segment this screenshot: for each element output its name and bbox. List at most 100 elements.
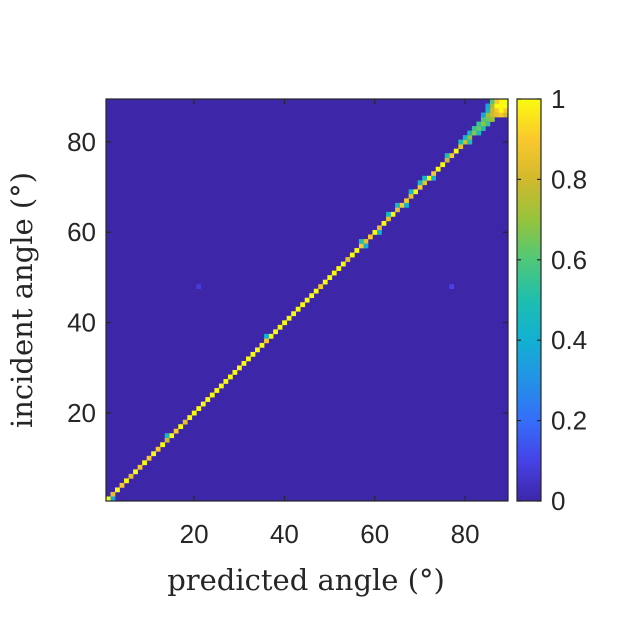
heatmap-cell (255, 347, 260, 353)
heatmap-cell (377, 225, 382, 231)
heatmap-cell (286, 315, 292, 321)
heatmap-cell (142, 460, 147, 466)
heatmap-cell (155, 446, 161, 452)
heatmap-cell (160, 442, 166, 448)
heatmap-cell (363, 243, 369, 249)
heatmap-cell (336, 266, 342, 271)
heatmap-cell (187, 415, 193, 420)
heatmap-cell (246, 356, 251, 362)
heatmap-cell (467, 135, 473, 140)
heatmap-cell (304, 297, 310, 303)
heatmap-cell (489, 103, 495, 109)
plot-frame (105, 98, 509, 502)
heatmap-cell (372, 229, 378, 235)
heatmap-cell (137, 464, 143, 470)
heatmap-cell (458, 144, 464, 149)
heatmap-cell (282, 320, 287, 326)
heatmap-cell (264, 338, 269, 344)
heatmap-cell (236, 365, 242, 371)
heatmap-cell (106, 496, 111, 502)
heatmap-cell (480, 126, 486, 131)
heatmap-cell (404, 202, 409, 208)
heatmap-cell (404, 198, 409, 204)
heatmap-cell (209, 392, 215, 398)
heatmap-cell (471, 130, 477, 136)
y-tick-label: 60 (67, 217, 96, 247)
heatmap-cell (503, 112, 509, 118)
heatmap-cell (151, 451, 156, 457)
heatmap-cell (467, 130, 473, 136)
heatmap-cell (128, 473, 134, 479)
heatmap-cell (259, 342, 265, 348)
heatmap-cell (386, 211, 391, 217)
heatmap-cell (381, 220, 387, 226)
heatmap-cell (322, 279, 328, 285)
heatmap-cell (196, 284, 202, 290)
heatmap-cell (223, 379, 229, 384)
colorbar-tick-label: 0.8 (551, 164, 587, 194)
heatmap-cell (489, 112, 495, 118)
heatmap-cell (426, 175, 432, 181)
heatmap-cell (489, 99, 495, 104)
heatmap-cell (489, 117, 495, 122)
heatmap-cell (431, 171, 437, 177)
heatmap-cell (110, 496, 116, 502)
colorbar-tick-label: 0.4 (551, 325, 587, 355)
heatmap-cell (309, 293, 315, 299)
heatmap-cell (458, 139, 464, 145)
heatmap-cell (422, 175, 427, 181)
heatmap-cell (232, 370, 238, 375)
heatmap-cell (354, 248, 360, 253)
heatmap-cell (494, 99, 500, 104)
heatmap-cell (277, 324, 283, 330)
heatmap-cell (498, 112, 504, 118)
heatmap-cell (417, 184, 423, 190)
heatmap-cell (395, 207, 400, 213)
heatmap-cell (300, 302, 306, 308)
heatmap-cell (241, 360, 247, 366)
heatmap-cell (164, 437, 170, 443)
heatmap-cell (182, 419, 188, 425)
heatmap-cell (146, 455, 152, 461)
heatmap-cell (133, 469, 138, 475)
heatmap-cell (503, 108, 509, 113)
heatmap-cell (462, 135, 468, 140)
heatmap-cell (214, 388, 220, 393)
heatmap-cell (449, 284, 455, 290)
heatmap-cell (485, 117, 491, 122)
heatmap-cell (164, 433, 170, 439)
heatmap-cell (358, 243, 364, 249)
heatmap-cell (431, 175, 437, 181)
heatmap-cell (476, 126, 482, 131)
y-axis-label: incident angle (°) (5, 172, 39, 428)
x-tick-label: 20 (180, 519, 209, 549)
colorbar-tick-label: 0 (551, 486, 565, 516)
colorbar-tick-label: 0.6 (551, 245, 587, 275)
heatmap-cell (169, 433, 175, 439)
heatmap-cell (503, 103, 509, 109)
heatmap-cell (494, 103, 500, 109)
heatmap-cell (386, 216, 391, 222)
heatmap-cell (191, 410, 197, 416)
heatmap-cell (422, 180, 427, 186)
y-tick-label: 80 (67, 127, 96, 157)
heatmap-cell (345, 257, 351, 262)
heatmap-cell (273, 329, 278, 335)
heatmap-cell (313, 288, 319, 294)
heatmap-cell (494, 112, 500, 118)
heatmap-cell (453, 148, 459, 154)
colorbar-tick-label: 1 (551, 84, 565, 114)
heatmap-cell (462, 139, 468, 145)
heatmap-cell (124, 478, 129, 484)
heatmap-cell (264, 333, 269, 339)
colorbar-gradient (516, 98, 542, 502)
heatmap-cell (449, 153, 455, 159)
heatmap-cell (395, 202, 400, 208)
heatmap-cell (480, 117, 486, 122)
heatmap-cell (178, 424, 184, 430)
x-tick-label: 60 (360, 519, 389, 549)
heatmap-cell (498, 99, 504, 104)
colorbar: 0 0.2 0.4 0.6 0.8 1 (516, 84, 587, 516)
plot-area: 20 40 60 80 20 40 60 80 (67, 98, 509, 549)
